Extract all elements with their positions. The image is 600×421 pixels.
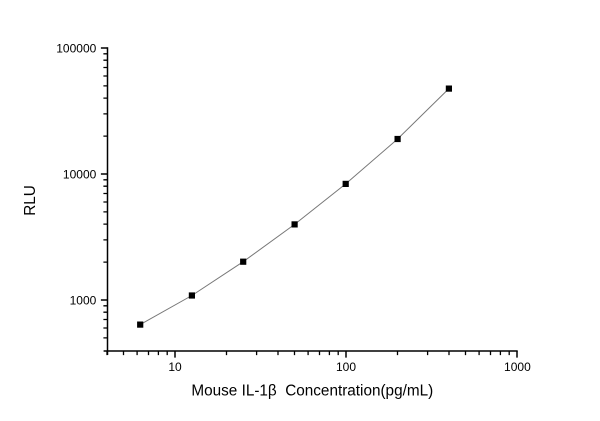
svg-text:100000: 100000 (56, 41, 96, 55)
svg-text:Mouse IL-1β Concentration(pg/: Mouse IL-1β Concentration(pg/mL) (191, 382, 433, 399)
svg-text:10: 10 (168, 360, 182, 374)
svg-text:100: 100 (336, 360, 356, 374)
svg-text:1000: 1000 (70, 293, 97, 307)
svg-text:RLU: RLU (22, 185, 39, 216)
svg-text:10000: 10000 (63, 167, 97, 181)
svg-text:1000: 1000 (504, 360, 531, 374)
